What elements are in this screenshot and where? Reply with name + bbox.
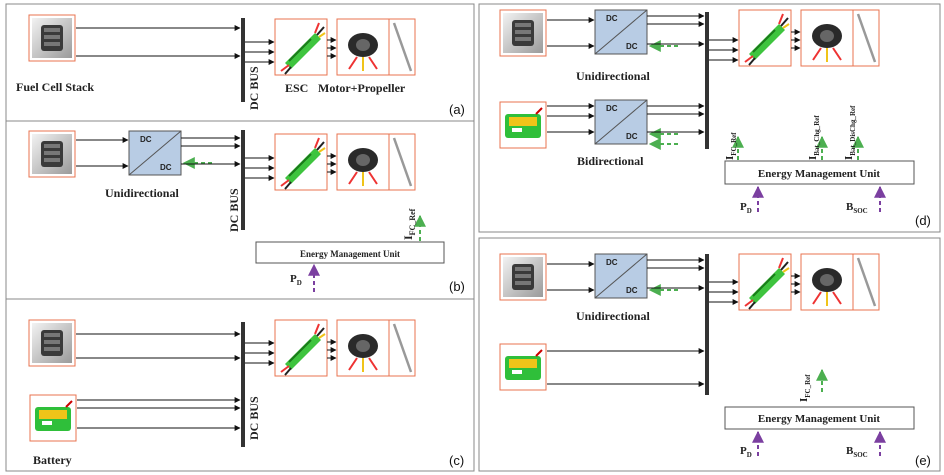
energy-management-unit — [724, 160, 915, 185]
pd-signal-label: PD — [740, 201, 752, 215]
unidirectional-converter — [128, 130, 182, 176]
battery-icon — [499, 101, 547, 149]
pd-signal-label: PD — [740, 445, 752, 459]
bsoc-signal-label: BSOC — [846, 445, 868, 459]
bidirectional-converter — [594, 99, 648, 145]
motor-propeller-label: Motor+Propeller — [318, 81, 406, 95]
propeller-icon — [387, 318, 417, 378]
converter2-label: Bidirectional — [577, 154, 644, 168]
motor-icon — [336, 18, 390, 76]
converter-dc-top: DC — [140, 135, 152, 144]
propeller-icon — [387, 17, 417, 77]
dc-bus-label: DC BUS — [247, 396, 261, 440]
emu-label: Energy Management Unit — [758, 413, 881, 425]
panel-d: DC DC Unidirectional DC DC Bidirectional… — [478, 3, 941, 233]
converter-dc-bottom: DC — [160, 163, 172, 172]
dc-bus-bar — [241, 322, 245, 447]
unidirectional-converter — [594, 9, 648, 55]
battery-icon — [499, 343, 547, 391]
dc-bus-bar — [705, 12, 709, 149]
fuel-cell-stack-icon — [28, 14, 76, 62]
esc-icon — [274, 319, 328, 377]
panel-c: Battery DC BUS (c) — [5, 298, 475, 472]
ifc-ref-signal-label: IFC_Ref — [401, 208, 417, 240]
converter-dc-bottom: DC — [626, 286, 638, 295]
panel-e: DC DC Unidirectional Energy Management U… — [478, 237, 941, 472]
panel-tag: (d) — [915, 213, 931, 228]
energy-management-unit — [724, 406, 915, 430]
panel-tag: (b) — [449, 279, 465, 294]
dc-bus-label: DC BUS — [227, 188, 241, 232]
panel-tag: (e) — [915, 453, 931, 468]
converter-dc-bottom: DC — [626, 42, 638, 51]
battery-label: Battery — [33, 453, 72, 467]
motor-icon — [336, 133, 390, 191]
converter-dc-top: DC — [606, 14, 618, 23]
fuel-cell-stack-icon — [28, 319, 76, 367]
bsoc-signal-label: BSOC — [846, 201, 868, 215]
converter-label: Unidirectional — [105, 186, 179, 200]
battery-icon — [29, 394, 77, 442]
esc-label: ESC — [285, 81, 308, 95]
pd-signal-label: PD — [290, 273, 302, 287]
emu-label: Energy Management Unit — [300, 249, 400, 259]
esc-icon — [738, 253, 792, 311]
ifc-ref-signal-label: IFC_Ref — [724, 132, 738, 160]
converter-dc-bottom: DC — [626, 132, 638, 141]
dc-bus-bar — [705, 254, 709, 395]
motor-icon — [800, 9, 854, 67]
panel-tag: (a) — [449, 102, 465, 117]
unidirectional-converter — [594, 253, 648, 299]
energy-management-unit — [255, 241, 445, 264]
fuel-cell-stack-icon — [28, 130, 76, 178]
dc-bus-bar — [241, 18, 245, 102]
propeller-icon — [387, 132, 417, 192]
fuel-cell-stack-icon — [499, 9, 547, 57]
motor-icon — [336, 319, 390, 377]
panel-b: DC DC Unidirectional DC BUS Energy Manag… — [5, 120, 475, 300]
converter-label: Unidirectional — [576, 309, 650, 323]
motor-icon — [800, 253, 854, 311]
propeller-icon — [851, 252, 881, 312]
dc-bus-bar — [241, 130, 245, 230]
propeller-icon — [851, 8, 881, 68]
emu-label: Energy Management Unit — [758, 168, 881, 180]
converter-dc-top: DC — [606, 258, 618, 267]
panel-tag: (c) — [449, 453, 464, 468]
ibat-chg-ref-signal-label: IBat_Chg_Ref — [807, 115, 821, 160]
esc-icon — [274, 18, 328, 76]
converter-dc-top: DC — [606, 104, 618, 113]
esc-icon — [738, 9, 792, 67]
converter1-label: Unidirectional — [576, 69, 650, 83]
ibat-dischg-ref-signal-label: IBat_DisChg_Ref — [843, 105, 857, 160]
panel-a: Fuel Cell Stack DC BUS ESC Motor+Propell… — [5, 3, 475, 122]
fuel-cell-stack-icon — [499, 253, 547, 301]
fuel-cell-label: Fuel Cell Stack — [16, 80, 94, 94]
esc-icon — [274, 133, 328, 191]
dc-bus-label: DC BUS — [247, 66, 261, 110]
ifc-ref-signal-label: IFC_Ref — [798, 374, 812, 402]
